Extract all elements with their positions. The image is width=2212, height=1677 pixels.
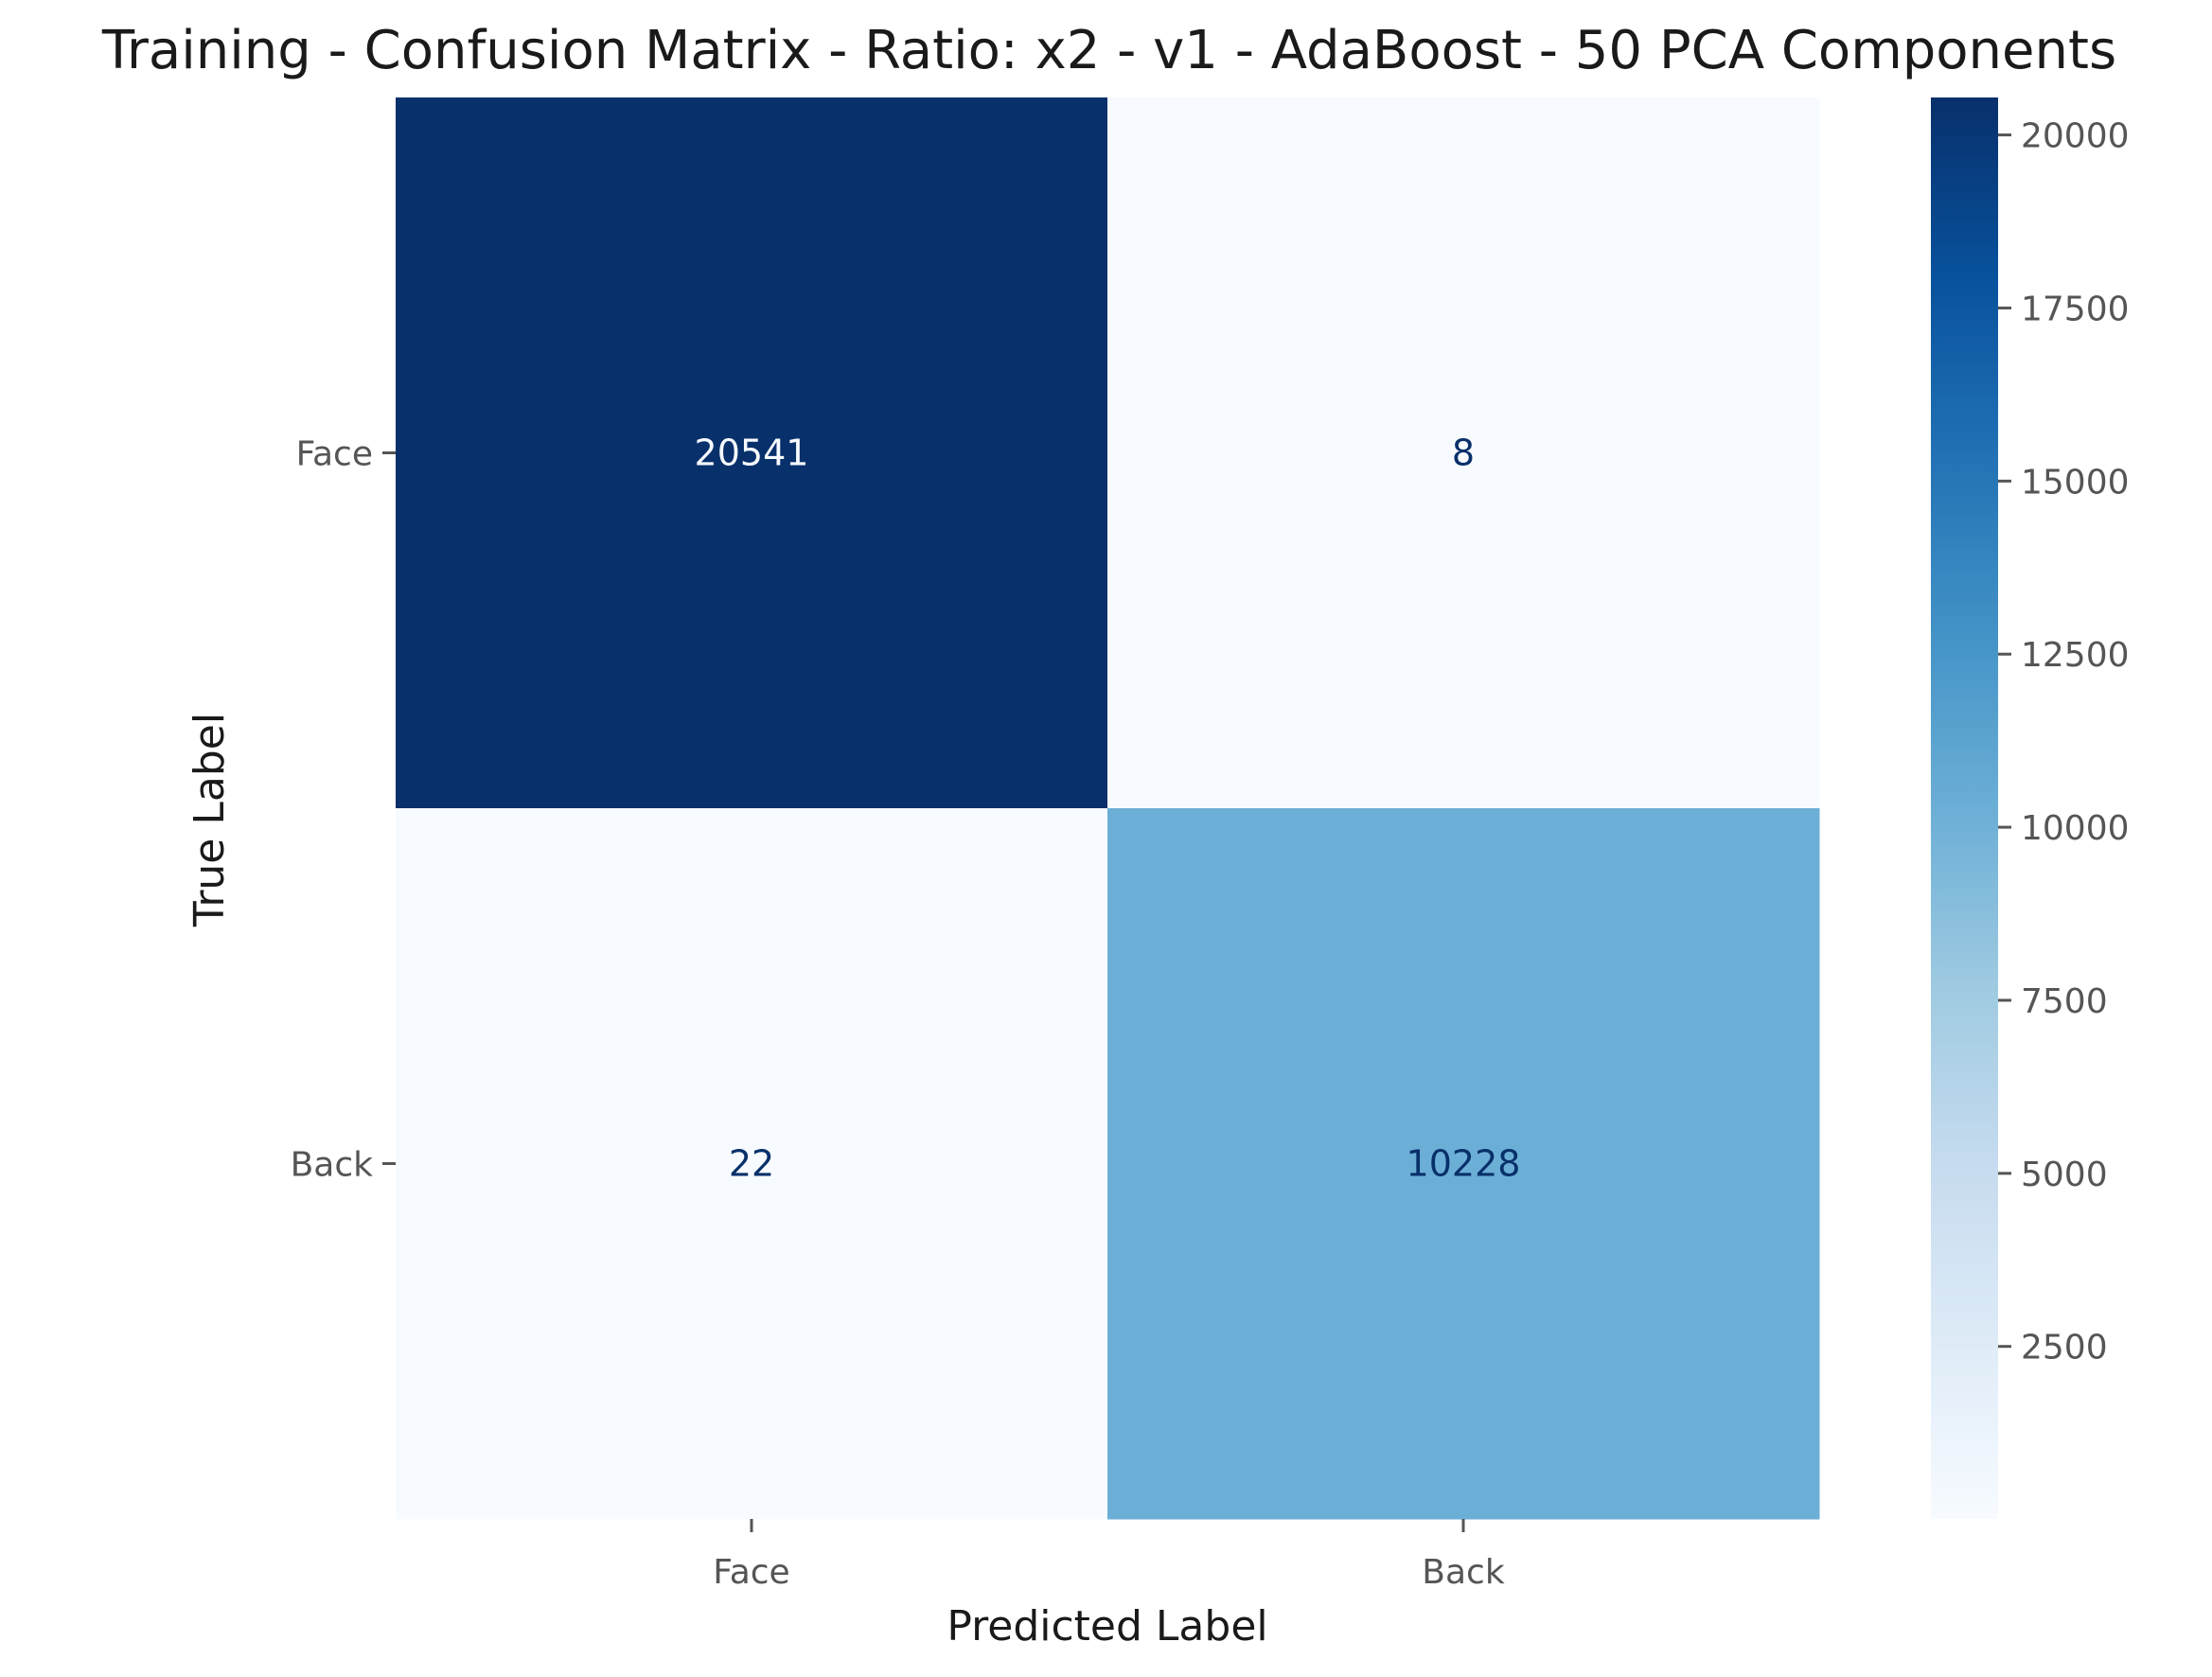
colorbar-tick-label: 2500 <box>2021 1329 2108 1368</box>
heatmap-cell-face-back <box>1107 97 1820 809</box>
y-axis-ticks: Face Back <box>291 435 396 1185</box>
y-tick-label: Back <box>291 1146 374 1185</box>
x-axis-ticks: Face Back <box>713 1519 1505 1592</box>
x-tick-label: Back <box>1422 1553 1505 1592</box>
heatmap-cells <box>396 97 1820 1520</box>
colorbar-tick-label: 12500 <box>2021 636 2130 675</box>
heatmap-cell-back-back <box>1107 808 1820 1520</box>
colorbar-tick-label: 10000 <box>2021 809 2130 848</box>
cell-value-label: 20541 <box>695 432 809 474</box>
y-tick-label: Face <box>296 435 373 474</box>
colorbar-tick-label: 5000 <box>2021 1156 2108 1194</box>
cell-value-label: 8 <box>1452 432 1475 474</box>
heatmap-cell-face-face <box>396 97 1108 809</box>
heatmap-cell-labels: 20541 8 22 10228 <box>695 432 1521 1185</box>
colorbar-ticks: 2500 5000 7500 10000 12500 15000 17500 20000 <box>1998 117 2130 1368</box>
cell-value-label: 22 <box>729 1143 774 1185</box>
cell-value-label: 10228 <box>1407 1143 1521 1185</box>
chart-title: Training - Confusion Matrix - Ratio: x2 … <box>101 20 2116 81</box>
colorbar-tick-label: 17500 <box>2021 290 2130 328</box>
x-tick-label: Face <box>713 1553 789 1592</box>
y-axis-title: True Label <box>186 713 234 927</box>
heatmap-cell-back-face <box>396 808 1108 1520</box>
colorbar-tick-label: 20000 <box>2021 117 2130 156</box>
x-axis-title: Predicted Label <box>947 1602 1267 1651</box>
colorbar-tick-label: 7500 <box>2021 982 2108 1021</box>
colorbar-tick-label: 15000 <box>2021 463 2130 502</box>
colorbar <box>1931 97 1998 1519</box>
